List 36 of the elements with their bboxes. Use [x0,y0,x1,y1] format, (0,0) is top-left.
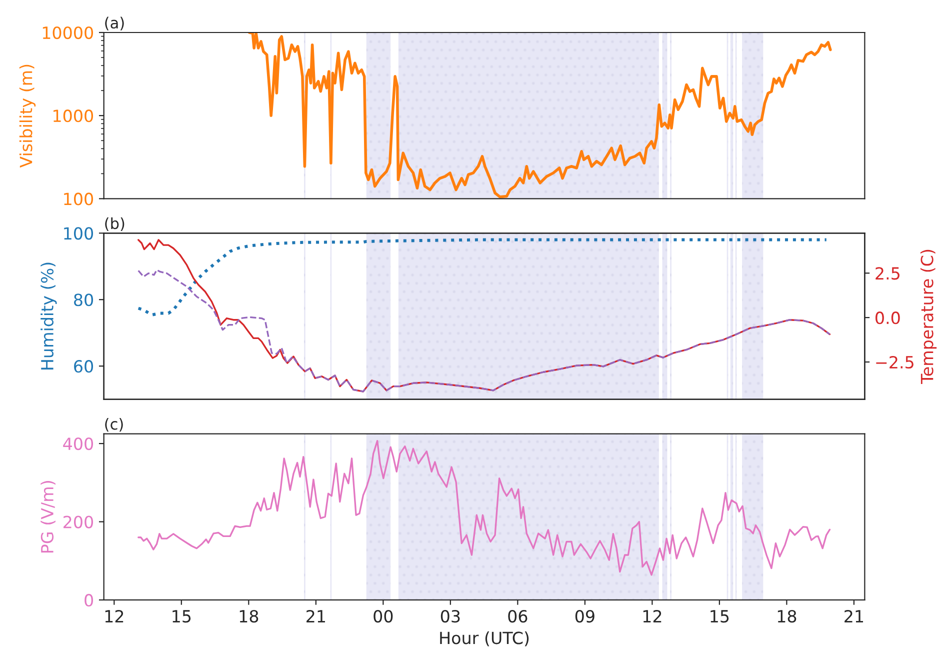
y-axis-title: PG (V/m) [40,481,56,552]
y-tick-label: 1000 [54,110,94,122]
line-series [138,440,831,576]
y-axis-title: Humidity (%) [40,262,57,370]
y-tick-label: 60 [74,360,94,373]
x-tick-label: 12 [643,610,662,622]
x-tick-label: 21 [844,610,864,622]
x-tick-label: 09 [575,610,594,623]
line-series [138,269,831,392]
x-tick-label: 15 [172,610,191,623]
y2-tick-label: −2.5 [876,356,914,369]
y-tick-label: 100 [64,227,94,240]
chart-title: (c) [105,418,123,432]
y-tick-label: 10000 [42,26,94,40]
x-tick-label: 00 [374,610,393,623]
chart-title: (b) [105,217,124,231]
x-tick-label: 15 [710,610,729,623]
line-series [248,32,832,198]
x-tick-label: 06 [508,610,528,623]
x-tick-label: 18 [240,610,258,623]
x-tick-label: 03 [440,610,460,623]
line-series [136,238,828,316]
x-tick-label: 12 [105,610,124,622]
y2-tick-label: 0.0 [876,312,900,324]
x-tick-label: 21 [306,610,325,622]
chart-title: (a) [105,16,124,30]
y-axis-title: Visibility (m) [19,64,36,168]
y2-tick-label: 2.5 [876,267,900,280]
y-tick-label: 400 [63,438,94,450]
y-tick-label: 200 [64,516,94,528]
y2-axis-title: Temperature (C) [920,250,937,384]
y-tick-label: 100 [64,192,94,206]
y-tick-label: 80 [74,294,94,306]
y-tick-label: 0 [84,594,94,607]
x-tick-label: 18 [778,610,796,623]
x-axis-title: Hour (UTC) [440,631,529,646]
